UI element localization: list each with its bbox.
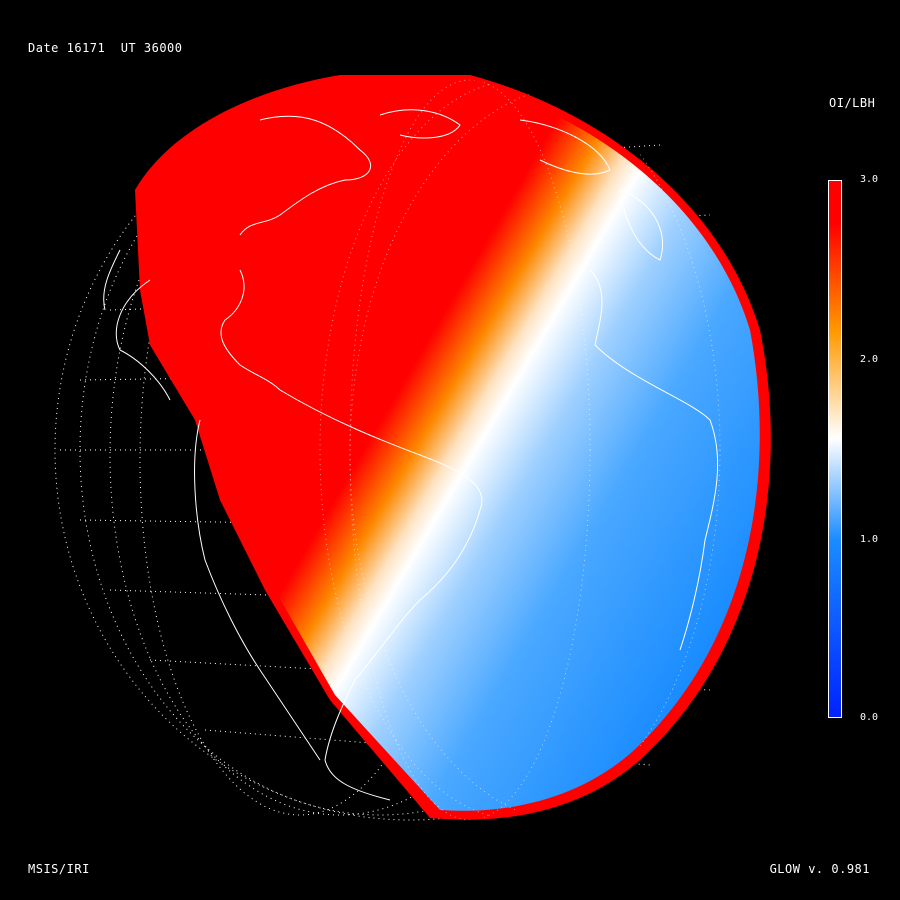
model-label: MSIS/IRI xyxy=(28,862,90,876)
colorbar-tick-max: 3.0 xyxy=(860,174,879,185)
colorbar-tick-2: 2.0 xyxy=(860,354,879,365)
colorbar-tick-min: 0.0 xyxy=(860,712,879,723)
illuminated-region xyxy=(135,75,771,820)
colorbar-tick-1: 1.0 xyxy=(860,534,879,545)
graticule-day xyxy=(319,79,785,825)
ut-label: UT 36000 xyxy=(120,41,183,55)
date-label: Date 16171 xyxy=(28,41,106,55)
version-label: GLOW v. 0.981 xyxy=(769,862,870,876)
coastlines xyxy=(103,109,719,801)
colorbar xyxy=(828,180,842,718)
colorbar-title: OI/LBH xyxy=(829,96,876,110)
date-ut-label: Date 16171 UT 36000 xyxy=(28,41,183,55)
